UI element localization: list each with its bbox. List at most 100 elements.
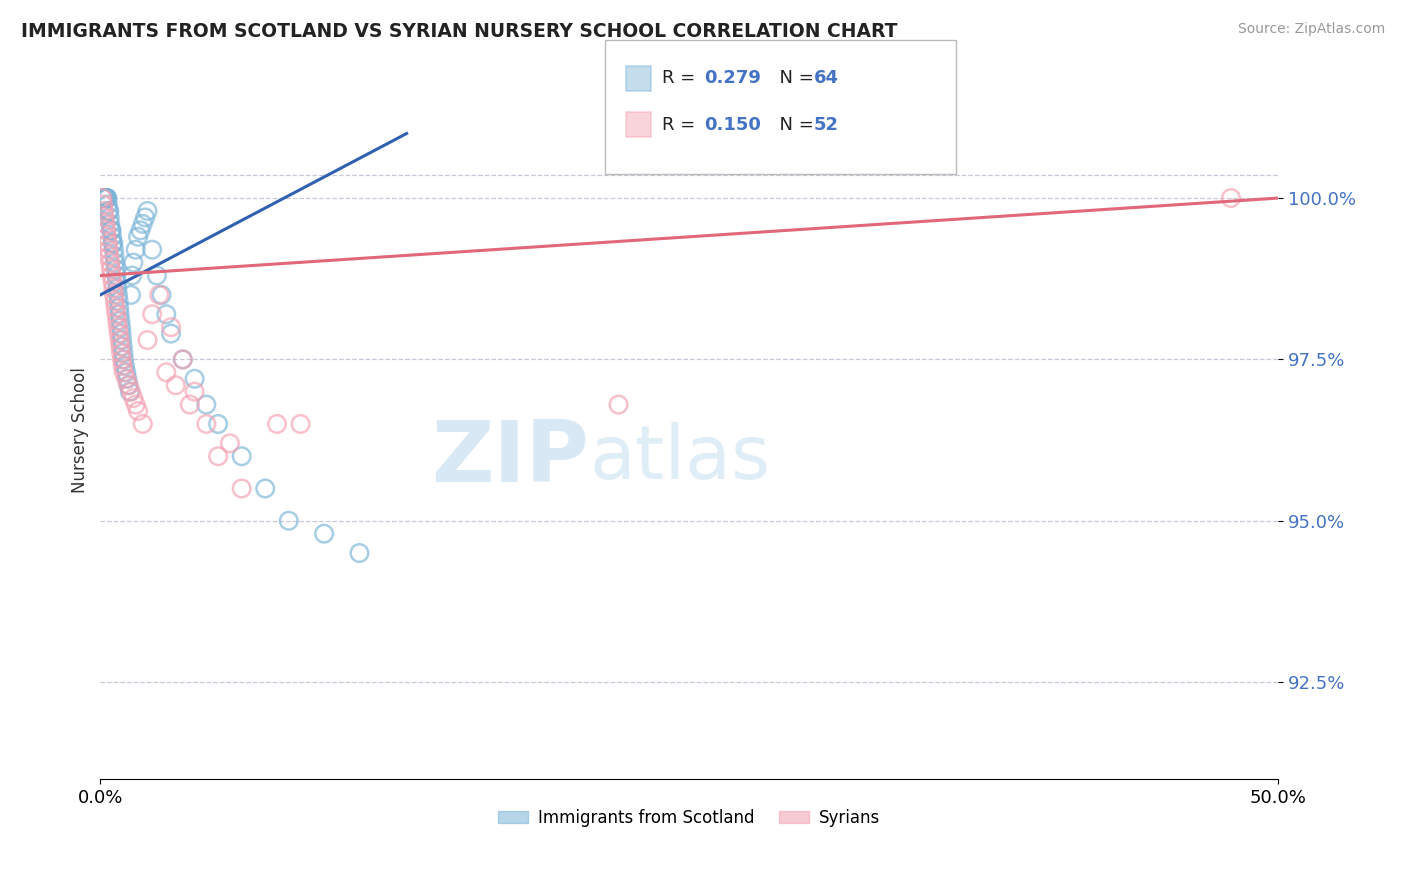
Point (207, 449, 229, 463)
Point (120, 288, 142, 302)
Point (105, 275, 128, 289)
Point (103, 249, 125, 263)
Point (150, 288, 173, 302)
Point (93, 191, 115, 205)
Point (110, 314, 132, 328)
Point (111, 359, 134, 373)
Point (96, 191, 118, 205)
Point (117, 372, 139, 386)
Point (266, 417, 288, 431)
Point (231, 449, 253, 463)
Point (103, 281, 125, 295)
Text: 52: 52 (814, 116, 839, 134)
Point (132, 217, 155, 231)
Point (98, 255, 121, 269)
Point (110, 339, 132, 353)
Point (104, 262, 127, 277)
Point (103, 243, 125, 257)
Point (97, 197, 120, 211)
Point (108, 307, 131, 321)
Point (129, 223, 152, 237)
Point (349, 546, 371, 560)
Point (108, 301, 131, 315)
Point (100, 262, 122, 277)
Point (117, 378, 139, 392)
Point (97, 204, 120, 219)
Point (179, 398, 201, 412)
Point (160, 320, 183, 334)
Point (107, 288, 129, 302)
Point (94, 217, 117, 231)
Text: atlas: atlas (589, 422, 770, 495)
Point (110, 326, 132, 341)
Point (195, 398, 218, 412)
Point (141, 243, 163, 257)
Point (1220, 191, 1243, 205)
Point (100, 223, 122, 237)
Point (103, 288, 125, 302)
Point (277, 514, 299, 528)
Point (104, 255, 127, 269)
Point (127, 404, 149, 418)
Point (148, 288, 170, 302)
Point (108, 333, 131, 347)
Point (121, 268, 143, 283)
Point (98, 217, 121, 231)
Point (96, 191, 118, 205)
Point (101, 229, 124, 244)
Point (146, 268, 169, 283)
Point (101, 236, 124, 251)
Point (115, 372, 138, 386)
Point (314, 526, 336, 541)
Point (607, 398, 630, 412)
Point (118, 384, 141, 399)
Text: Source: ZipAtlas.com: Source: ZipAtlas.com (1237, 22, 1385, 37)
Point (100, 223, 122, 237)
Point (122, 255, 145, 269)
Point (172, 352, 194, 367)
Text: N =: N = (768, 70, 820, 87)
Point (107, 320, 129, 334)
Point (96, 191, 118, 205)
Point (91, 197, 114, 211)
Point (127, 229, 149, 244)
Point (155, 307, 177, 321)
Point (120, 384, 142, 399)
Point (96, 223, 118, 237)
Point (183, 384, 205, 399)
Point (101, 275, 124, 289)
Point (110, 346, 132, 360)
Point (96, 229, 118, 244)
Point (183, 372, 205, 386)
Legend: Immigrants from Scotland, Syrians: Immigrants from Scotland, Syrians (491, 802, 887, 833)
Point (134, 211, 156, 225)
Point (136, 204, 159, 219)
Point (105, 314, 128, 328)
Point (122, 391, 145, 405)
Point (91, 191, 114, 205)
Point (112, 346, 135, 360)
Point (93, 211, 115, 225)
Text: R =: R = (662, 70, 702, 87)
Point (125, 398, 148, 412)
Point (110, 320, 132, 334)
Point (105, 268, 128, 283)
Point (105, 281, 128, 295)
Point (98, 211, 121, 225)
Point (105, 307, 128, 321)
Point (165, 378, 187, 392)
Point (107, 294, 129, 309)
Text: 0.150: 0.150 (704, 116, 761, 134)
Point (93, 191, 115, 205)
Point (104, 301, 127, 315)
Text: R =: R = (662, 116, 702, 134)
Point (117, 378, 139, 392)
Point (125, 243, 148, 257)
Point (112, 352, 135, 367)
Point (97, 243, 120, 257)
Point (111, 339, 134, 353)
Point (172, 352, 194, 367)
Point (98, 249, 121, 263)
Point (107, 326, 129, 341)
Point (207, 417, 229, 431)
